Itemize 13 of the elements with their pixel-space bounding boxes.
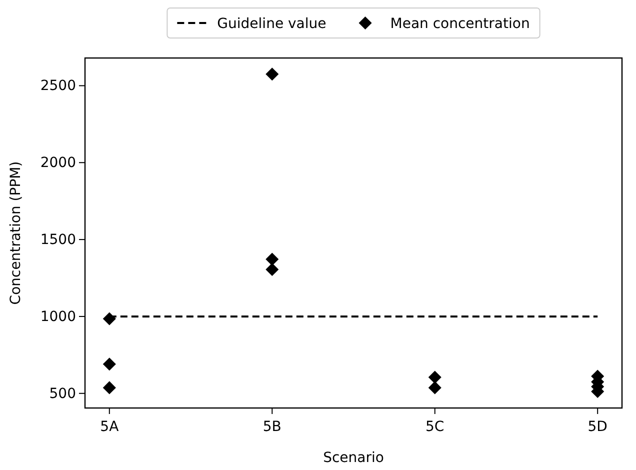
legend-label: Guideline value	[217, 16, 326, 32]
x-tick-label: 5C	[426, 419, 444, 435]
y-axis-title: Concentration (PPM)	[8, 161, 24, 305]
y-tick-label: 2000	[40, 155, 76, 172]
y-tick-label: 1000	[40, 308, 76, 325]
y-tick-label: 500	[49, 386, 76, 402]
x-tick-label: 5D	[588, 419, 608, 435]
x-axis-title: Scenario	[323, 450, 384, 466]
y-tick-label: 2500	[40, 78, 76, 94]
legend-label: Mean concentration	[390, 16, 530, 32]
y-tick-label: 1500	[40, 232, 76, 248]
x-tick-label: 5A	[100, 419, 120, 435]
x-tick-label: 5B	[262, 419, 282, 435]
